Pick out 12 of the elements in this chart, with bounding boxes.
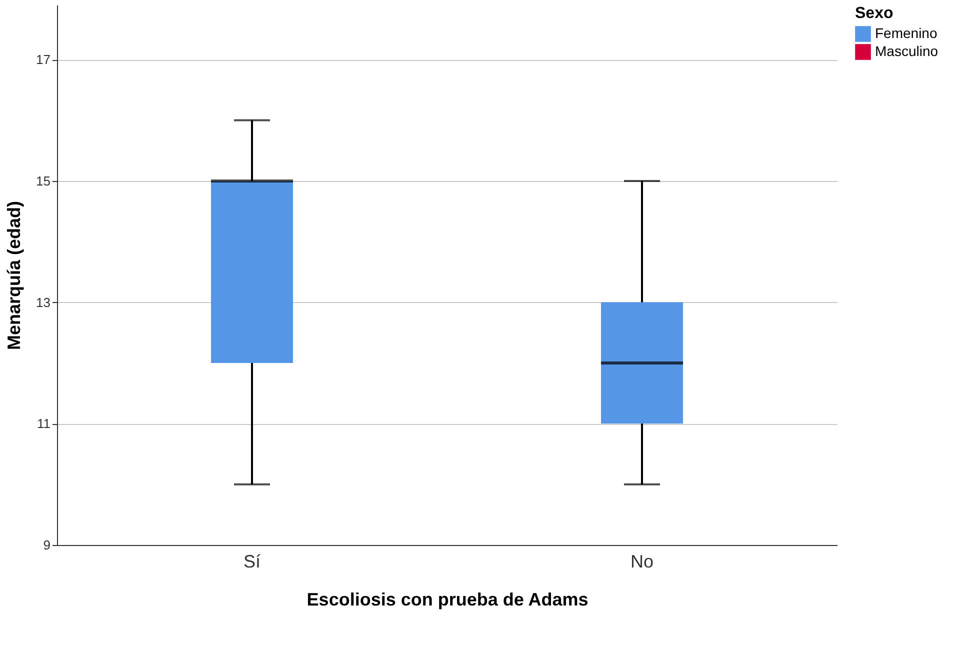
y-axis-title: Menarquía (edad) [4, 200, 24, 350]
legend-label: Femenino [875, 25, 938, 41]
x-tick-label: Sí [243, 552, 261, 572]
legend-title: Sexo [855, 5, 894, 22]
y-tick-label: 17 [36, 52, 50, 68]
legend-label: Masculino [875, 43, 938, 59]
y-tick-label: 13 [36, 294, 50, 310]
y-tick-label: 9 [43, 538, 50, 552]
y-tick-label: 15 [36, 173, 50, 188]
x-tick-label: No [630, 552, 654, 572]
x-axis-title: Escoliosis con prueba de Adams [306, 590, 588, 610]
y-tick-label: 11 [37, 416, 50, 432]
